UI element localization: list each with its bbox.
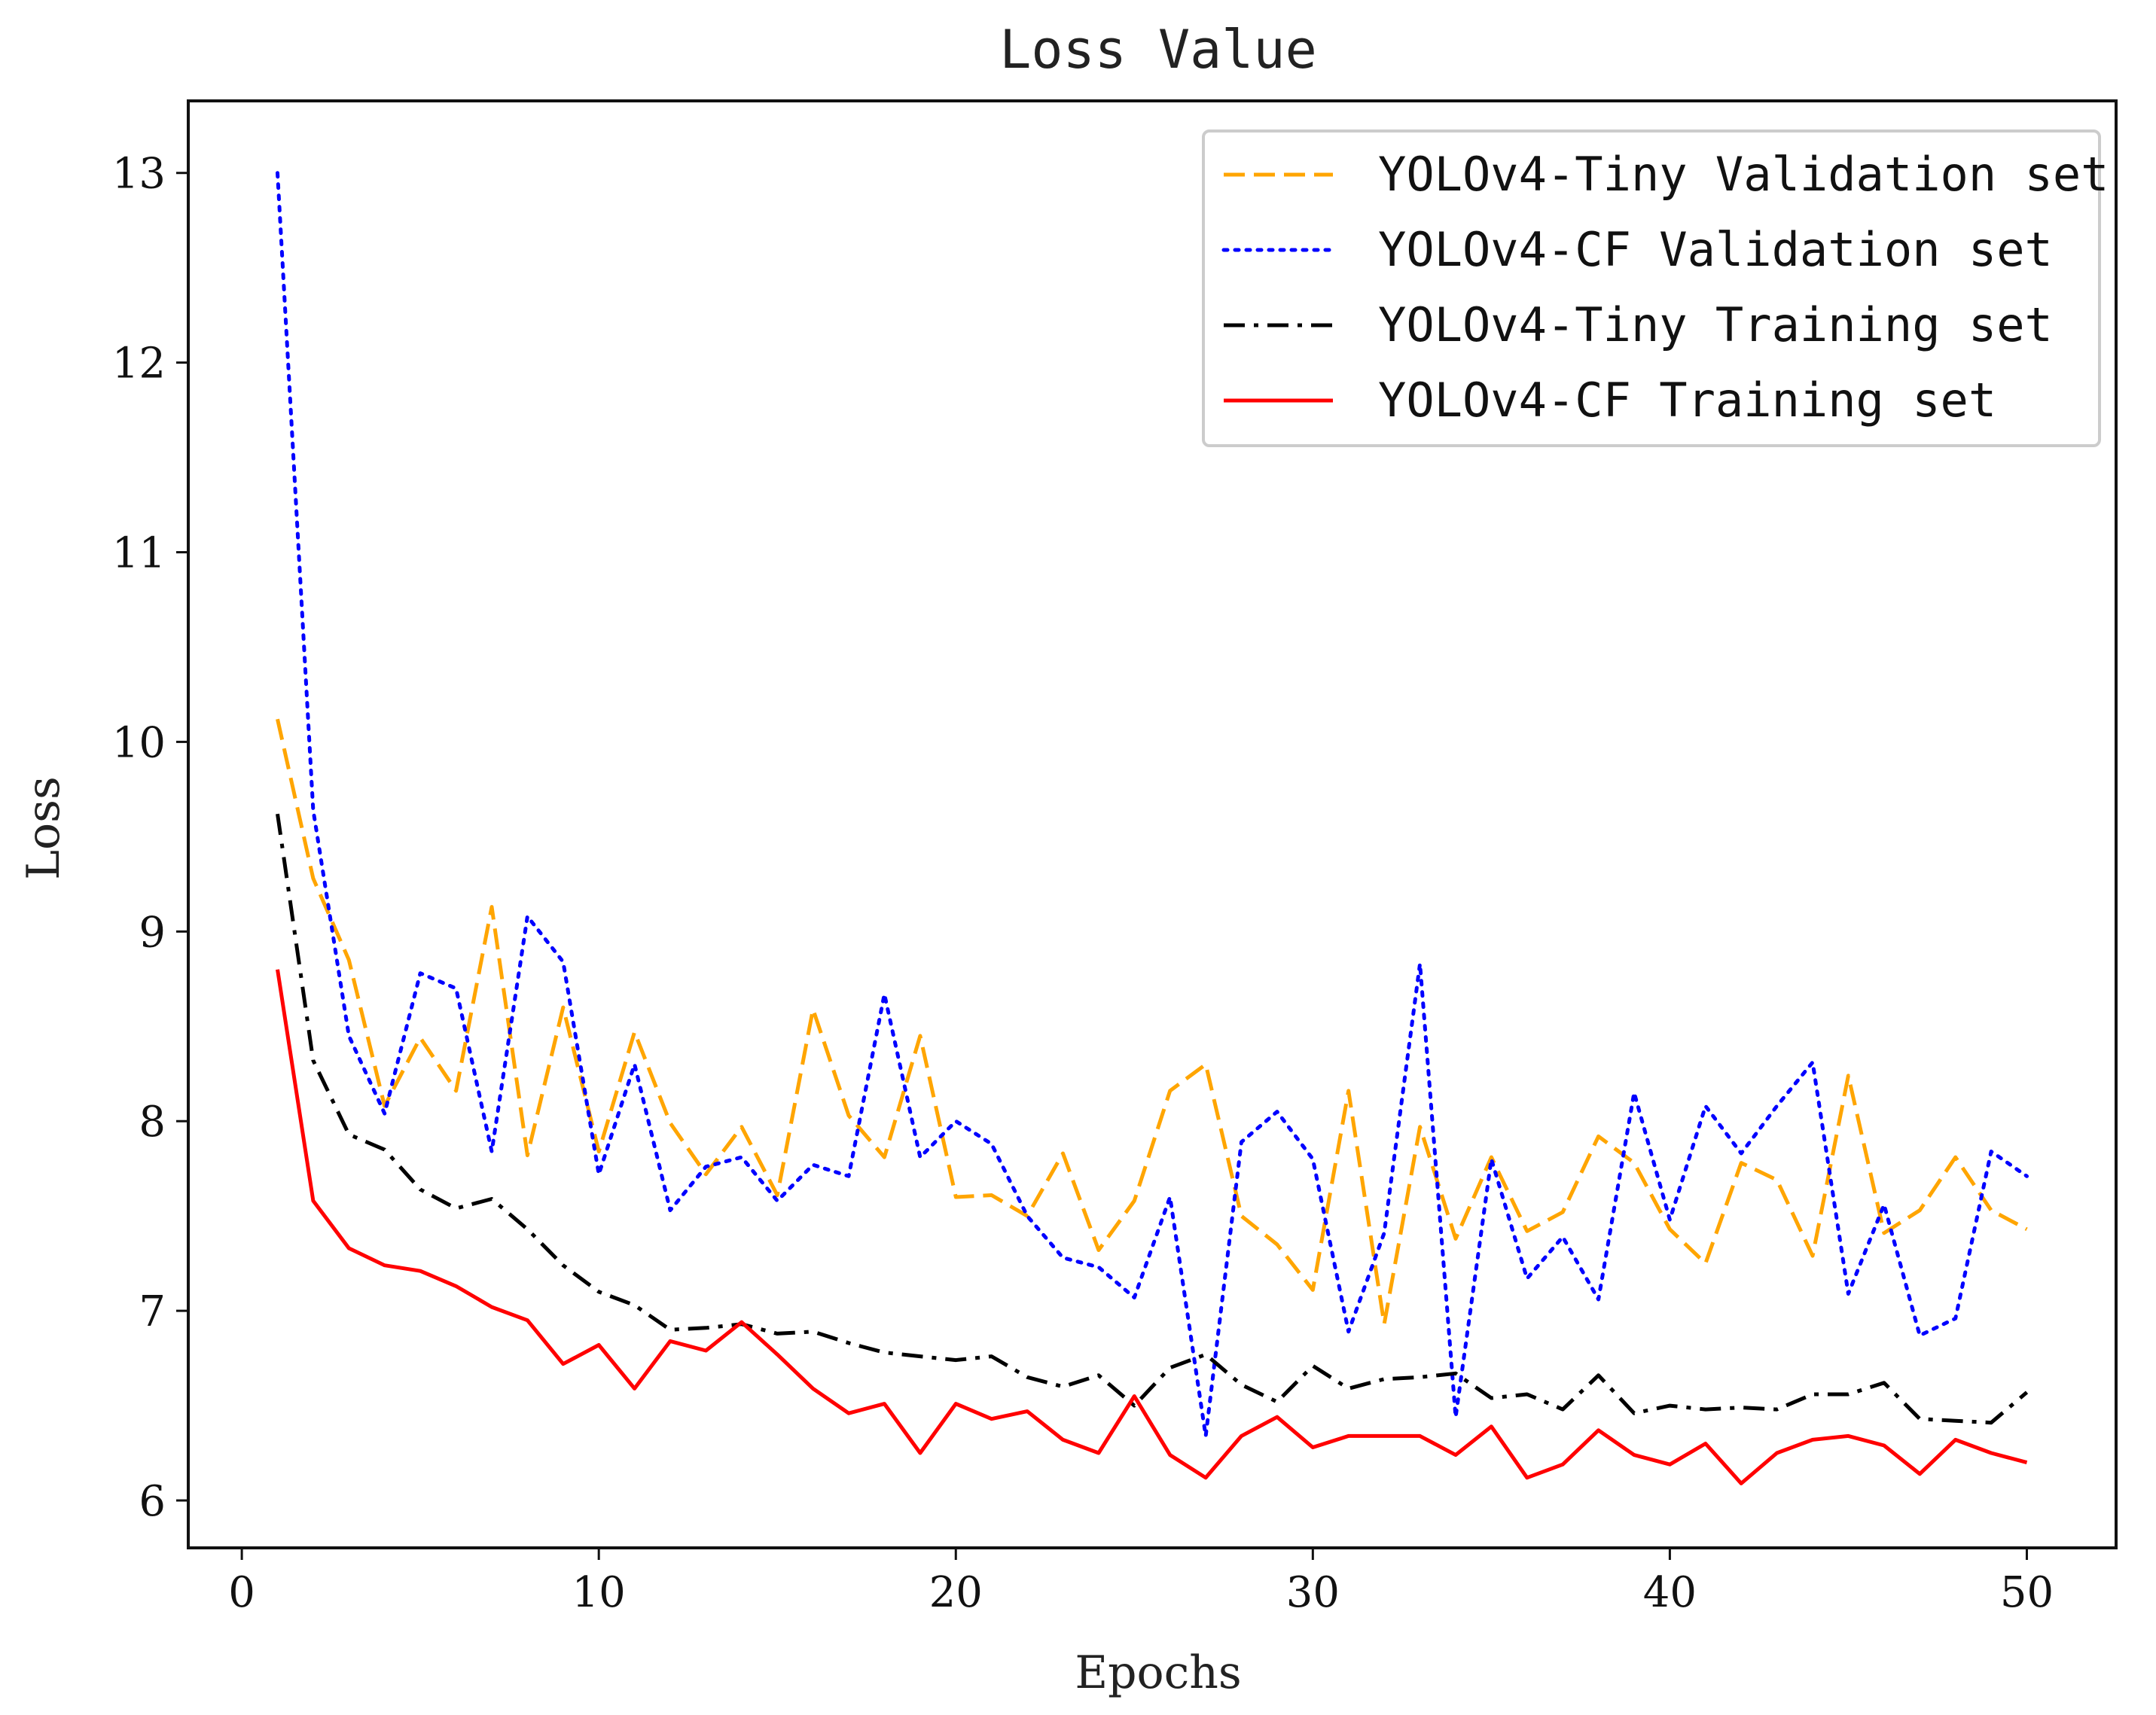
legend: YOLOv4-Tiny Validation set YOLOv4-CF Vali…	[1202, 129, 2109, 447]
y-tick-label-2: 8	[139, 1098, 166, 1147]
legend-label-3: YOLOv4-CF Training set	[1378, 373, 1996, 428]
y-tick-label-3: 9	[139, 908, 166, 957]
legend-label-1: YOLOv4-CF Validation set	[1378, 222, 2053, 277]
y-tick-label-7: 13	[112, 150, 166, 199]
legend-label-0: YOLOv4-Tiny Validation set	[1378, 147, 2109, 202]
series-layer	[276, 171, 2029, 1485]
x-tick-label-3: 30	[1286, 1568, 1340, 1617]
series-line-3	[276, 969, 2028, 1485]
y-tick-label-4: 10	[112, 718, 166, 767]
series-line-2	[276, 813, 2029, 1425]
ticks-layer: 0 10 20 30 40 50 6 7 8 9 10 11 12 13	[112, 150, 2054, 1617]
series-line-1	[276, 171, 2029, 1438]
legend-box	[1202, 129, 2101, 447]
x-tick-label-0: 0	[228, 1568, 255, 1617]
y-tick-label-0: 6	[139, 1477, 166, 1526]
legend-label-2: YOLOv4-Tiny Training set	[1378, 297, 2053, 352]
y-tick-label-6: 12	[112, 340, 166, 388]
x-tick-label-4: 40	[1643, 1568, 1697, 1617]
x-tick-label-2: 20	[929, 1568, 983, 1617]
x-tick-label-1: 10	[572, 1568, 626, 1617]
series-line-0	[276, 718, 2028, 1327]
x-axis-label: Epochs	[1075, 1646, 1241, 1699]
y-axis-label: Loss	[17, 776, 70, 880]
x-tick-label-5: 50	[2000, 1568, 2054, 1617]
chart-title: Loss Value	[999, 19, 1316, 81]
y-tick-label-5: 11	[112, 529, 166, 578]
y-tick-label-1: 7	[139, 1287, 166, 1336]
